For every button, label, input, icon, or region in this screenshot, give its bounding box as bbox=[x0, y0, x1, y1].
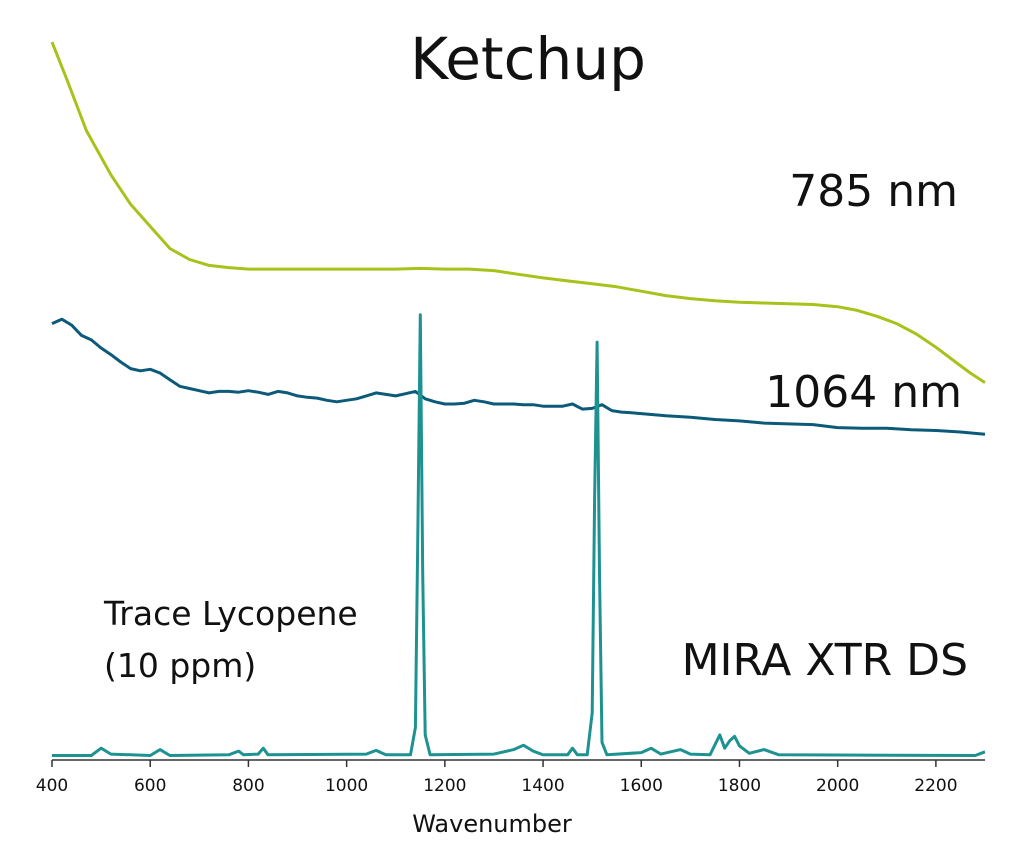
x-tick-label-2200: 2200 bbox=[914, 776, 957, 796]
chart-title: Ketchup bbox=[410, 25, 646, 93]
x-tick-label-600: 600 bbox=[134, 776, 166, 796]
x-tick-label-400: 400 bbox=[36, 776, 68, 796]
x-axis-label: Wavenumber bbox=[412, 810, 572, 838]
series-label-layer: 785 nm 1064 nm MIRA XTR DS bbox=[682, 166, 968, 686]
series-line-3 bbox=[52, 313, 986, 757]
annotation-line-2: (10 ppm) bbox=[104, 646, 256, 685]
x-tick-label-1400: 1400 bbox=[521, 776, 564, 796]
x-tick-label-1200: 1200 bbox=[423, 776, 466, 796]
series-layer bbox=[50, 41, 986, 757]
x-tick-label-1000: 1000 bbox=[325, 776, 368, 796]
series-line-1 bbox=[50, 41, 986, 384]
series-label-3: MIRA XTR DS bbox=[682, 635, 968, 686]
x-tick-label-1600: 1600 bbox=[620, 776, 663, 796]
series-label-2: 1064 nm bbox=[765, 367, 962, 418]
annotation-line-1: Trace Lycopene bbox=[103, 594, 358, 633]
series-line-2 bbox=[51, 317, 986, 436]
x-axis: 400 600 800 1000 1200 1400 1600 1800 2000 2200 bbox=[36, 759, 985, 796]
x-tick-label-800: 800 bbox=[232, 776, 264, 796]
series-label-1: 785 nm bbox=[789, 166, 958, 217]
x-tick-label-2000: 2000 bbox=[816, 776, 859, 796]
x-tick-label-1800: 1800 bbox=[718, 776, 761, 796]
